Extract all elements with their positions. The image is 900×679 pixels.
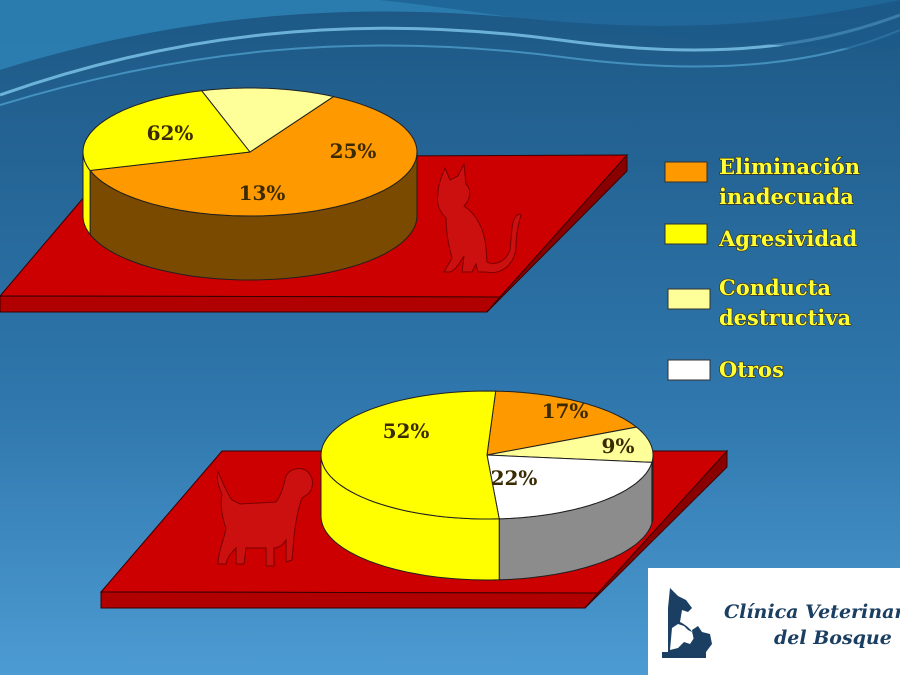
legend-swatch-0 — [664, 161, 708, 183]
pie-slice-2 — [486, 454, 653, 520]
dog-icon — [216, 468, 313, 567]
pie-slice-2 — [200, 87, 335, 153]
pie-label-0: 62% — [147, 121, 194, 145]
legend-label-0-0: Eliminación — [719, 154, 860, 179]
legend-swatch-3 — [667, 359, 711, 381]
pie-label-2: 22% — [491, 466, 538, 490]
pie-label-2: 13% — [239, 181, 286, 205]
pie-slice-1 — [486, 426, 654, 463]
pie-chart-cat: 62% 25% 13% — [82, 87, 418, 281]
legend-item-0: Eliminación inadecuada — [664, 153, 861, 210]
legend-item-3: Otros — [667, 356, 784, 383]
legend-swatch-1 — [664, 223, 708, 245]
legend-label-2-0: Conducta — [719, 275, 831, 300]
logo-animals-icon — [662, 588, 712, 658]
legend-label-1-0: Agresividad — [718, 226, 858, 251]
pie-label-1: 9% — [602, 434, 635, 458]
pie-label-3: 52% — [383, 419, 430, 443]
pie-chart-dog: 17% 9% 22% 52% — [320, 390, 654, 581]
cat-icon — [437, 162, 522, 274]
legend-item-1: Agresividad — [664, 223, 858, 252]
pie-side-walls — [320, 454, 654, 581]
legend-label-2-1: destructiva — [719, 305, 852, 330]
pie-slice-0 — [486, 390, 638, 456]
pie-slice-0 — [89, 96, 418, 217]
pie-label-0: 17% — [542, 399, 589, 423]
legend-swatch-2 — [667, 288, 711, 310]
pie-slice-3 — [320, 390, 500, 520]
clinic-logo: Clínica Veterinaria del Bosque ® — [648, 568, 900, 675]
legend-label-3-0: Otros — [719, 357, 784, 382]
legend-item-2: Conducta destructiva — [667, 274, 852, 331]
wave-decoration — [0, 0, 900, 106]
pie-slice-1 — [82, 90, 251, 172]
legend: Eliminación inadecuada Agresividad Conducta… — [664, 153, 861, 383]
logo-graphic: Clínica Veterinaria del Bosque ® — [662, 588, 900, 658]
logo-line-2: del Bosque ® — [774, 627, 900, 649]
legend-label-0-1: inadecuada — [719, 184, 854, 209]
pie-label-1: 25% — [330, 139, 377, 163]
logo-line-1: Clínica Veterinaria — [724, 601, 900, 623]
